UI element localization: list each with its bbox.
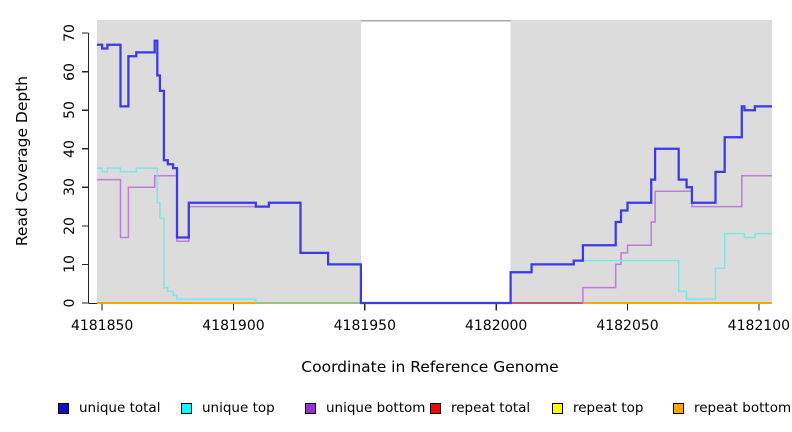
legend-label: unique top xyxy=(202,400,275,416)
legend-label: unique total xyxy=(79,400,161,416)
x-tick-label-4182000: 4182000 xyxy=(464,318,528,334)
y-tick-label-10: 10 xyxy=(62,255,78,274)
right-shaded-region xyxy=(510,20,772,303)
left-shaded-region xyxy=(96,20,361,303)
series-line-unique-total xyxy=(96,39,772,305)
x-tick-label-4181950: 4181950 xyxy=(333,318,396,334)
legend-swatch-unique-bottom xyxy=(305,402,316,414)
x-tick-label-4181850: 4181850 xyxy=(70,318,134,334)
legend-label: repeat top xyxy=(573,400,644,416)
y-tick-label-40: 40 xyxy=(62,139,78,158)
legend-item-repeat-total: repeat total xyxy=(430,400,531,416)
legend-swatch-repeat-top xyxy=(552,402,563,414)
y-tick-label-70: 70 xyxy=(62,24,78,43)
legend-item-unique-top: unique top xyxy=(181,400,275,416)
legend-swatch-repeat-bottom xyxy=(673,402,684,414)
y-axis-title: Read Coverage Depth xyxy=(13,75,31,247)
y-tick-label-60: 60 xyxy=(62,62,78,81)
series-line-unique-bottom xyxy=(582,175,772,303)
legend-label: repeat total xyxy=(451,400,531,416)
y-tick-label-20: 20 xyxy=(62,216,78,235)
legend-label: unique bottom xyxy=(326,400,426,416)
x-tick-label-4182050: 4182050 xyxy=(596,318,659,334)
y-tick-label-30: 30 xyxy=(62,178,78,197)
legend-swatch-repeat-total xyxy=(430,402,441,414)
legend-swatch-unique-total xyxy=(58,402,69,414)
legend-item-unique-total: unique total xyxy=(58,400,161,416)
y-tick-label-50: 50 xyxy=(62,101,78,120)
legend-label: repeat bottom xyxy=(694,400,792,416)
legend-item-repeat-top: repeat top xyxy=(552,400,644,416)
x-tick-label-4181900: 4181900 xyxy=(202,318,265,334)
x-axis-title: Coordinate in Reference Genome xyxy=(301,358,559,376)
legend-item-repeat-bottom: repeat bottom xyxy=(673,400,792,416)
series-line-unique-top xyxy=(96,167,257,303)
legend-swatch-unique-top xyxy=(181,402,192,414)
y-tick-label-0: 0 xyxy=(62,298,78,308)
legend-item-unique-bottom: unique bottom xyxy=(305,400,426,416)
x-tick-label-4182100: 4182100 xyxy=(727,318,791,334)
